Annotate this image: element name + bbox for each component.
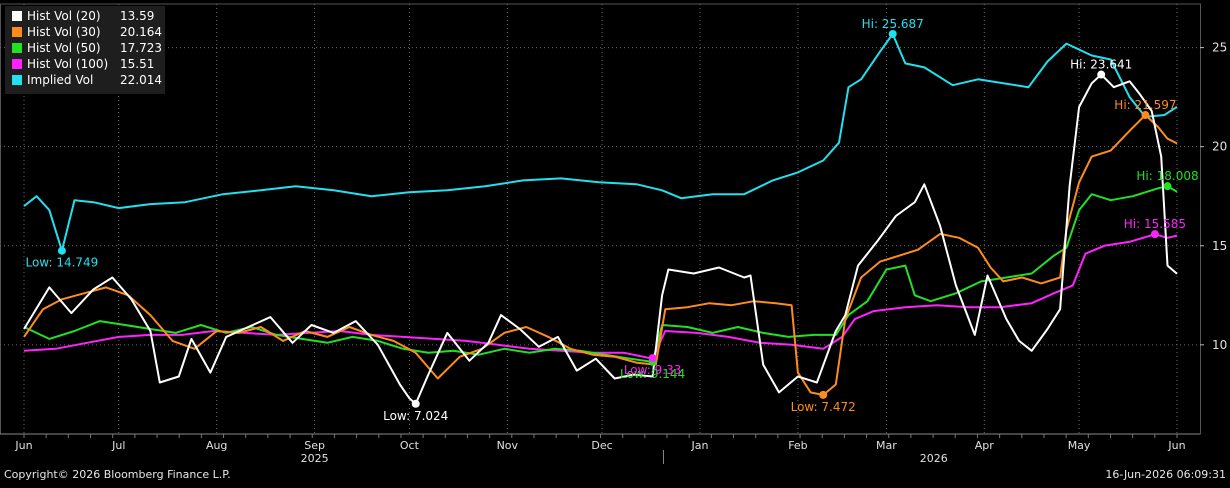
legend-swatch <box>12 43 22 53</box>
extreme-marker <box>1141 111 1150 120</box>
extreme-marker <box>411 399 420 408</box>
low-annotation: Low: 9.33 <box>624 363 682 377</box>
timestamp-text: 16-Jun-2026 06:09:31 <box>1105 468 1226 481</box>
legend-swatch <box>12 27 22 37</box>
extreme-marker <box>57 246 66 255</box>
extreme-marker <box>1150 230 1159 239</box>
legend-swatch <box>12 75 22 85</box>
y-tick-label: 15 <box>1212 239 1227 253</box>
legend-box <box>5 6 165 94</box>
x-year-label: 2026 <box>920 452 948 465</box>
legend-swatch <box>12 11 22 21</box>
legend-value: 20.164 <box>120 25 162 39</box>
x-tick-label: Jul <box>111 439 125 452</box>
extreme-marker <box>888 29 897 38</box>
x-tick-label: Sep <box>304 439 325 452</box>
series-line-hist-vol-50 <box>23 185 1178 363</box>
x-tick-label: Jun <box>1167 439 1185 452</box>
extreme-marker <box>819 390 828 399</box>
y-tick-label: 10 <box>1212 338 1227 352</box>
legend-value: 15.51 <box>120 57 154 71</box>
low-annotation: Low: 7.472 <box>791 400 856 414</box>
legend-name: Hist Vol (100) <box>27 57 108 71</box>
legend-name: Hist Vol (20) <box>27 9 101 23</box>
x-tick-label: Aug <box>206 439 227 452</box>
legend-value: 22.014 <box>120 73 162 87</box>
copyright-text: Copyright© 2026 Bloomberg Finance L.P. <box>4 468 231 481</box>
extreme-marker <box>1163 182 1172 191</box>
legend: Hist Vol (20) 13.59 Hist Vol (30) 20.164 His… <box>5 6 165 94</box>
hi-annotation: Hi: 21.597 <box>1114 98 1176 112</box>
legend-value: 17.723 <box>120 41 162 55</box>
low-annotation: Low: 14.749 <box>25 256 98 270</box>
series-line-hist-vol-100 <box>23 233 1178 360</box>
x-tick-label: Jun <box>14 439 32 452</box>
low-annotation: Low: 7.024 <box>383 409 448 423</box>
legend-swatch <box>12 59 22 69</box>
series-line-hist-vol-30 <box>23 114 1178 396</box>
series-line-implied-vol <box>23 33 1178 252</box>
legend-name: Hist Vol (30) <box>27 25 101 39</box>
hi-annotation: Hi: 23.641 <box>1070 58 1132 72</box>
x-tick-label: May <box>1068 439 1091 452</box>
x-tick-label: Nov <box>497 439 519 452</box>
series-line-hist-vol-20 <box>23 73 1178 405</box>
extreme-marker <box>648 354 657 363</box>
x-year-label: 2025 <box>301 452 329 465</box>
legend-value: 13.59 <box>120 9 154 23</box>
y-tick-label: 25 <box>1212 41 1227 55</box>
extreme-marker <box>1097 70 1106 79</box>
hi-annotation: Hi: 25.687 <box>862 17 924 31</box>
x-tick-label: Feb <box>788 439 807 452</box>
x-tick-label: Jan <box>691 439 709 452</box>
x-tick-label: Apr <box>975 439 995 452</box>
y-tick-label: 20 <box>1212 140 1227 154</box>
hi-annotation: Hi: 18.008 <box>1136 169 1198 183</box>
hi-annotation: Hi: 15.585 <box>1124 217 1186 231</box>
low-annotation: Low: 9.144 <box>620 367 685 381</box>
legend-name: Hist Vol (50) <box>27 41 101 55</box>
x-tick-label: Mar <box>876 439 897 452</box>
legend-name: Implied Vol <box>27 73 93 87</box>
x-tick-label: Dec <box>591 439 612 452</box>
x-tick-label: Oct <box>400 439 420 452</box>
